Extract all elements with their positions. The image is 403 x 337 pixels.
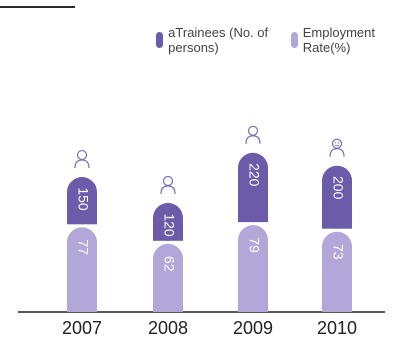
employment-value-label-2009: 79 <box>246 237 262 253</box>
person-icon <box>160 175 176 195</box>
employment-bar-2008 <box>153 243 183 312</box>
trainees-bar-2010 <box>322 165 352 229</box>
employment-bar-2009 <box>238 225 268 312</box>
x-tick-label-2007: 2007 <box>62 318 102 337</box>
legend-item-trainees: aTrainees (No. of persons) <box>156 25 279 55</box>
x-tick-label-2008: 2008 <box>148 318 188 337</box>
top-rule <box>0 6 75 8</box>
trainees-value-label-2009: 220 <box>246 163 262 187</box>
smiley-person-icon <box>329 138 345 157</box>
legend: aTrainees (No. of persons) Employment Ra… <box>156 25 403 55</box>
trainees-bar-2009 <box>238 152 268 223</box>
person-icon <box>74 149 90 169</box>
employment-value-label-2010: 73 <box>330 244 346 260</box>
employment-bar-2007 <box>67 227 97 312</box>
trainees-value-label-2007: 150 <box>75 187 91 211</box>
legend-swatch-employment <box>290 32 298 48</box>
employment-value-label-2008: 62 <box>161 256 177 272</box>
trainees-bar-bottom-2008 <box>153 225 183 241</box>
employment-bar-2010 <box>322 231 352 312</box>
employment-bar-base-2008 <box>153 297 183 312</box>
trainees-value-label-2010: 200 <box>330 176 346 200</box>
legend-label-employment: Employment Rate(%) <box>302 25 375 55</box>
trainees-bar-bottom-2009 <box>238 207 268 223</box>
legend-item-employment: Employment Rate(%) <box>290 25 391 55</box>
employment-value-label-2007: 77 <box>75 240 91 256</box>
employment-bar-base-2007 <box>67 297 97 312</box>
legend-swatch-trainees <box>156 32 164 48</box>
x-tick-label-2009: 2009 <box>233 318 273 337</box>
legend-label-trainees: aTrainees (No. of persons) <box>168 25 269 55</box>
employment-bar-base-2010 <box>322 297 352 312</box>
employment-bar-base-2009 <box>238 297 268 312</box>
trainees-value-label-2008: 120 <box>161 213 177 237</box>
person-icon <box>245 125 261 144</box>
trainees-bar-bottom-2007 <box>67 209 97 225</box>
x-tick-label-2010: 2010 <box>317 318 357 337</box>
trainees-bar-bottom-2010 <box>322 213 352 229</box>
